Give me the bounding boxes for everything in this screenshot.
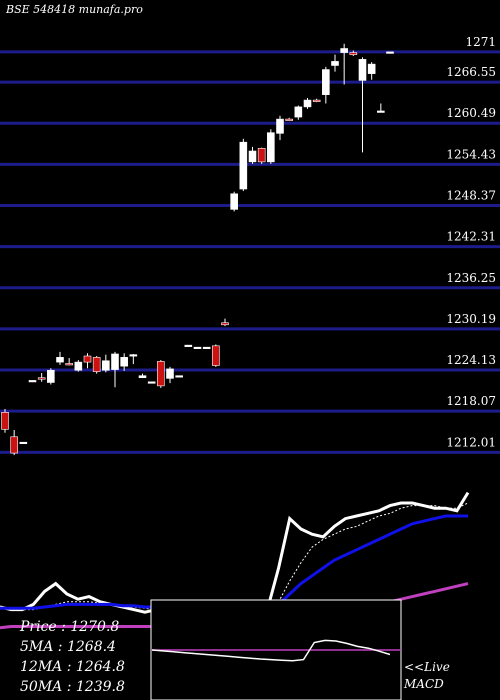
- candle-body: [83, 355, 92, 363]
- candle-body: [202, 346, 211, 349]
- y-tick-label: 1266.55: [446, 65, 496, 79]
- candle-body: [294, 106, 303, 118]
- candle-body: [175, 375, 183, 378]
- candle-body: [147, 381, 156, 384]
- candle-body: [111, 353, 119, 370]
- y-tick-label: 1212.01: [446, 435, 496, 449]
- candle-body: [56, 357, 64, 363]
- y-tick-label: 1218.07: [446, 394, 496, 408]
- legend-12ma: 12MA : 1264.8: [20, 659, 125, 675]
- y-tick-label: 1248.37: [446, 189, 496, 203]
- y-tick-label: 1230.19: [446, 312, 496, 326]
- candle-body: [138, 375, 147, 379]
- price-axis-labels: 1271 1266.55 1260.49 1254.43 1248.37 1242.31 1…: [446, 35, 496, 449]
- candle-body: [331, 61, 339, 66]
- candle-body: [322, 69, 330, 95]
- candle-body: [1, 412, 9, 430]
- candle-body: [377, 110, 385, 113]
- candle-body: [65, 363, 73, 366]
- macd-label: MACD: [403, 677, 444, 691]
- candle-body: [349, 52, 358, 55]
- candle-body: [303, 99, 312, 108]
- candle-body: [267, 132, 275, 163]
- y-tick-label: 1271: [465, 35, 496, 49]
- candle-body: [212, 345, 220, 366]
- candle-body: [257, 147, 266, 163]
- macd-live-label: <<Live: [404, 660, 450, 674]
- candle-body: [120, 357, 128, 367]
- candle-body: [102, 360, 110, 371]
- candle-body: [10, 436, 18, 454]
- candle-body: [239, 141, 248, 190]
- candle-body: [193, 346, 202, 349]
- macd-series: [151, 639, 401, 662]
- candle-body: [285, 118, 293, 121]
- candle-body: [92, 357, 101, 372]
- candle-body: [386, 51, 394, 54]
- macd-line: [151, 639, 391, 662]
- candle-body: [248, 150, 257, 163]
- y-tick-label: 1260.49: [446, 106, 496, 120]
- candle-body: [47, 369, 55, 383]
- candlestick-series: [1, 43, 394, 456]
- y-tick-label: 1224.13: [446, 353, 496, 367]
- candle-body: [184, 344, 193, 347]
- y-tick-label: 1254.43: [446, 147, 496, 161]
- candle-body: [367, 63, 376, 74]
- candle-body: [37, 377, 46, 380]
- candle-body: [19, 441, 28, 445]
- candle-body: [221, 322, 229, 326]
- candle-body: [312, 99, 321, 102]
- legend-5ma: 5MA : 1268.4: [20, 639, 116, 655]
- price-gridlines: [0, 50, 500, 454]
- chart-source-title: BSE 548418 munafa.pro: [5, 3, 143, 16]
- candle-body: [358, 59, 367, 81]
- candle-body: [340, 48, 348, 53]
- legend-price: Price : 1270.8: [19, 619, 119, 635]
- candle-body: [276, 118, 284, 134]
- candle-body: [166, 368, 174, 379]
- candle-body: [157, 361, 165, 387]
- y-tick-label: 1236.25: [446, 271, 496, 285]
- candle-body: [230, 193, 238, 210]
- candle-body: [129, 354, 138, 357]
- candle-body: [28, 380, 37, 383]
- candle-body: [74, 361, 83, 371]
- y-tick-label: 1242.31: [446, 230, 496, 244]
- legend-50ma: 50MA : 1239.8: [20, 679, 125, 695]
